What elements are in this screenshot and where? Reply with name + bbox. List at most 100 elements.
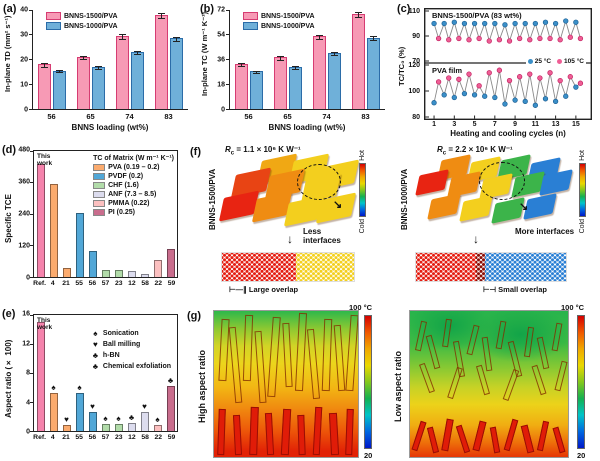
- bnns-sheet: [427, 193, 461, 220]
- data-point: [476, 83, 482, 89]
- data-point: [496, 67, 503, 73]
- data-point: [547, 35, 553, 42]
- y-tick-mark: [226, 9, 230, 11]
- bar: [366, 36, 380, 109]
- x-tick-label: 56: [47, 112, 56, 121]
- legend-item: BNNS-1000/PVA: [46, 22, 118, 30]
- y-axis-ticks: 0 120 240 360 480: [14, 147, 32, 282]
- bar-group: [151, 151, 164, 277]
- legend-label: BNNS-1000/PVA: [261, 22, 315, 30]
- bar-group: [72, 10, 111, 109]
- interfaces-label-right: More interfaces: [515, 227, 575, 236]
- lattice-segment: [222, 253, 296, 281]
- x-tick-label: 21: [62, 280, 70, 287]
- bar: ♠: [114, 414, 123, 431]
- bnns-sheet-filled: [472, 420, 487, 452]
- bar: ♠: [153, 416, 162, 431]
- legend-item: PI (0.25): [93, 209, 174, 216]
- bnns-sheet-filled: [503, 418, 519, 452]
- y-tick-label: 10: [20, 81, 28, 89]
- legend-item: BNNS-1500/PVA: [243, 12, 315, 20]
- bar: [88, 250, 97, 277]
- data-point: [461, 90, 468, 97]
- x-tick-label: 23: [114, 280, 123, 287]
- y-axis-label: Specific TCE: [4, 194, 13, 244]
- bar-group: [112, 151, 125, 277]
- panel-c: (c) TC/TC₀ (%) 70 90 110 80 100 120 BNNS-1500…: [396, 2, 598, 142]
- panel-d: (d) Specific TCE 0 120 240 360 480 This work…: [2, 144, 182, 302]
- legend-item: ♥ Ball milling: [91, 340, 171, 349]
- bnns-sheet-outline: [425, 334, 441, 370]
- lattice-segment: [416, 253, 476, 281]
- bar: ♠: [49, 384, 58, 431]
- y-tick-mark: [226, 34, 230, 36]
- x-tick-label: 65: [283, 112, 292, 121]
- temperature-gradient: [579, 162, 586, 217]
- bar-symbol: ♥: [90, 402, 95, 412]
- bar: ♣: [166, 377, 175, 431]
- y-axis-label: Aspect ratio (× 100): [4, 339, 13, 418]
- data-point: [486, 38, 492, 44]
- bar: ♥: [140, 403, 149, 431]
- panel-e-label: (e): [2, 308, 16, 320]
- hot-label: Hot: [579, 150, 586, 161]
- bnns-sheet-filled: [552, 426, 566, 454]
- bnns-sheet-outline: [447, 366, 463, 400]
- data-point: [492, 20, 498, 27]
- bar-group: [47, 151, 60, 277]
- bar-group: [149, 10, 188, 109]
- bar: [114, 270, 123, 277]
- x-tick-label: 55: [75, 434, 83, 441]
- x-tick-label: 5: [472, 121, 477, 128]
- data-point: [537, 75, 543, 81]
- bar: [169, 37, 183, 109]
- legend-label: Sonication: [102, 330, 139, 337]
- lattice-segment: [485, 253, 566, 281]
- data-point: [492, 94, 498, 101]
- y-tick-label: 0: [24, 106, 28, 114]
- x-tick-label: Ref.: [33, 280, 47, 287]
- data-point: [451, 19, 457, 25]
- bar-group: [34, 151, 47, 277]
- bar: [351, 12, 365, 109]
- bar: [127, 271, 136, 277]
- data-point: [542, 19, 549, 25]
- data-point: [471, 20, 478, 27]
- bar-group: ♠: [73, 315, 86, 431]
- panel-b-label: (b): [200, 3, 215, 15]
- bar-group: ♥: [86, 315, 99, 431]
- bnns-sheet-filled: [249, 406, 259, 456]
- error-bar: [118, 34, 126, 40]
- bar: [92, 66, 106, 109]
- bnns-sheet-filled: [520, 424, 535, 454]
- legend-swatch: [93, 173, 106, 180]
- legend: 25 °C 105 °C: [525, 58, 586, 65]
- x-tick-label: 13: [551, 121, 560, 128]
- bnns-sheet: [459, 195, 493, 222]
- panel-f: (f) Rc = 1.1 × 10⁶ K W⁻¹ BNNS-1500/PVA ↘…: [183, 142, 600, 304]
- y-tick-label: 18: [217, 81, 225, 89]
- data-point: [446, 75, 452, 81]
- bar: [153, 259, 162, 277]
- data-point: [466, 71, 472, 77]
- y-tick-label: 16: [22, 310, 30, 318]
- bar-group: [33, 10, 72, 109]
- bnns-sheet-filled: [217, 408, 226, 456]
- x-tick-label: 83: [164, 112, 173, 121]
- x-tick-label: 56: [88, 434, 97, 441]
- x-tick-label: 58: [141, 280, 149, 287]
- legend-swatch: [93, 191, 106, 198]
- error-bar: [133, 50, 141, 56]
- data-point: [573, 84, 579, 90]
- data-point: [446, 37, 452, 43]
- bnns-sheet-outline: [254, 330, 267, 404]
- down-arrow-right: ↓: [473, 232, 479, 246]
- panel-d-label: (d): [2, 144, 17, 156]
- bar-symbol: ♥: [142, 402, 147, 412]
- bar: [130, 50, 144, 109]
- plot-area: This work ♠ Sonication ♥ Ball milling ♣ h-BN ♣…: [30, 314, 178, 432]
- error-bar: [292, 66, 300, 70]
- legend: TC of Matrix (W m⁻¹ K⁻¹) PVA (0.19 – 0.2…: [93, 154, 174, 218]
- y-tick-label: 4: [26, 399, 30, 406]
- bar: ♥: [88, 403, 97, 431]
